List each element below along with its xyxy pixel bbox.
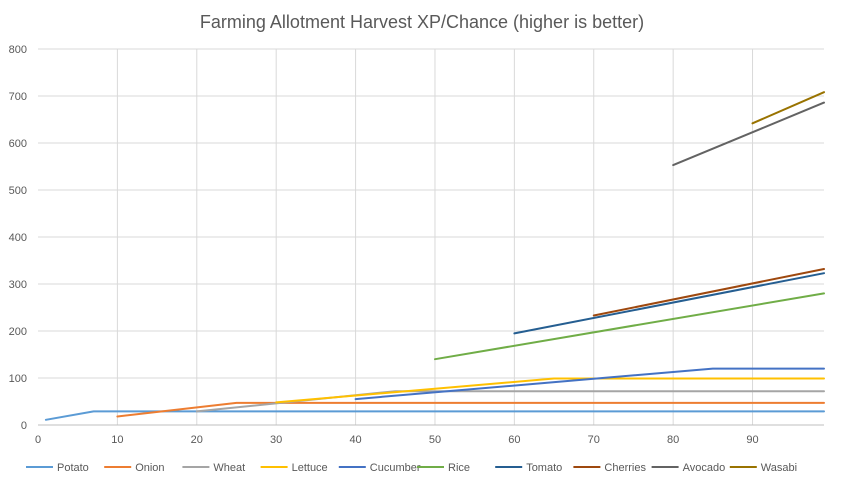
x-tick-label: 50	[429, 434, 441, 446]
series-line-cherries	[592, 268, 825, 317]
series-line-onion	[116, 401, 825, 418]
series-line-tomato	[513, 272, 825, 335]
y-tick-label: 300	[9, 279, 27, 291]
legend-item: Tomato	[495, 462, 562, 474]
x-tick-label: 40	[349, 434, 361, 446]
series-line-lettuce	[275, 377, 825, 404]
y-tick-label: 500	[9, 185, 27, 197]
x-tick-label: 10	[111, 434, 123, 446]
legend-item: Avocado	[651, 462, 726, 474]
legend-label: Rice	[448, 462, 470, 474]
axes: 0 100 200 300 400 500 600 700 800 0 10 20 30 40 50 60 70…	[9, 44, 824, 446]
x-tick-label: 70	[588, 434, 600, 446]
chart-title: Farming Allotment Harvest XP/Chance (hig…	[200, 12, 644, 32]
y-tick-label: 400	[9, 232, 27, 244]
y-tick-label: 800	[9, 44, 27, 56]
legend-item: Cherries	[573, 462, 646, 474]
legend-item: Cucumber	[338, 462, 421, 474]
legend-item: Rice	[417, 462, 470, 474]
legend-label: Lettuce	[292, 462, 328, 474]
y-tick-label: 600	[9, 138, 27, 150]
legend-label: Avocado	[683, 462, 726, 474]
x-tick-label: 90	[746, 434, 758, 446]
series-line-wasabi	[751, 91, 825, 125]
y-tick-label: 0	[21, 420, 27, 432]
legend-label: Cucumber	[370, 462, 421, 474]
legend-label: Wheat	[213, 462, 245, 474]
y-tick-label: 100	[9, 373, 27, 385]
legend-label: Onion	[135, 462, 164, 474]
x-tick-label: 0	[35, 434, 41, 446]
x-tick-label: 80	[667, 434, 679, 446]
series-line-avocado	[672, 101, 825, 167]
series-line-potato	[44, 410, 825, 421]
legend-label: Cherries	[604, 462, 646, 474]
legend-item: Wasabi	[729, 462, 797, 474]
y-tick-label: 200	[9, 326, 27, 338]
series-line-rice	[434, 292, 825, 361]
series-lines	[44, 91, 825, 421]
x-tick-label: 30	[270, 434, 282, 446]
legend-item: Lettuce	[260, 462, 328, 474]
x-tick-label: 60	[508, 434, 520, 446]
legend-label: Wasabi	[761, 462, 797, 474]
legend-item: Onion	[104, 462, 165, 474]
series-line-cucumber	[354, 367, 825, 401]
legend-item: Potato	[26, 462, 89, 474]
legend-label: Potato	[57, 462, 89, 474]
legend: Potato Onion Wheat Lettuce Cucumber Rice Tomat…	[26, 462, 797, 474]
x-tick-label: 20	[191, 434, 203, 446]
y-tick-label: 700	[9, 91, 27, 103]
legend-item: Wheat	[182, 462, 245, 474]
legend-label: Tomato	[526, 462, 562, 474]
gridlines	[38, 48, 824, 425]
